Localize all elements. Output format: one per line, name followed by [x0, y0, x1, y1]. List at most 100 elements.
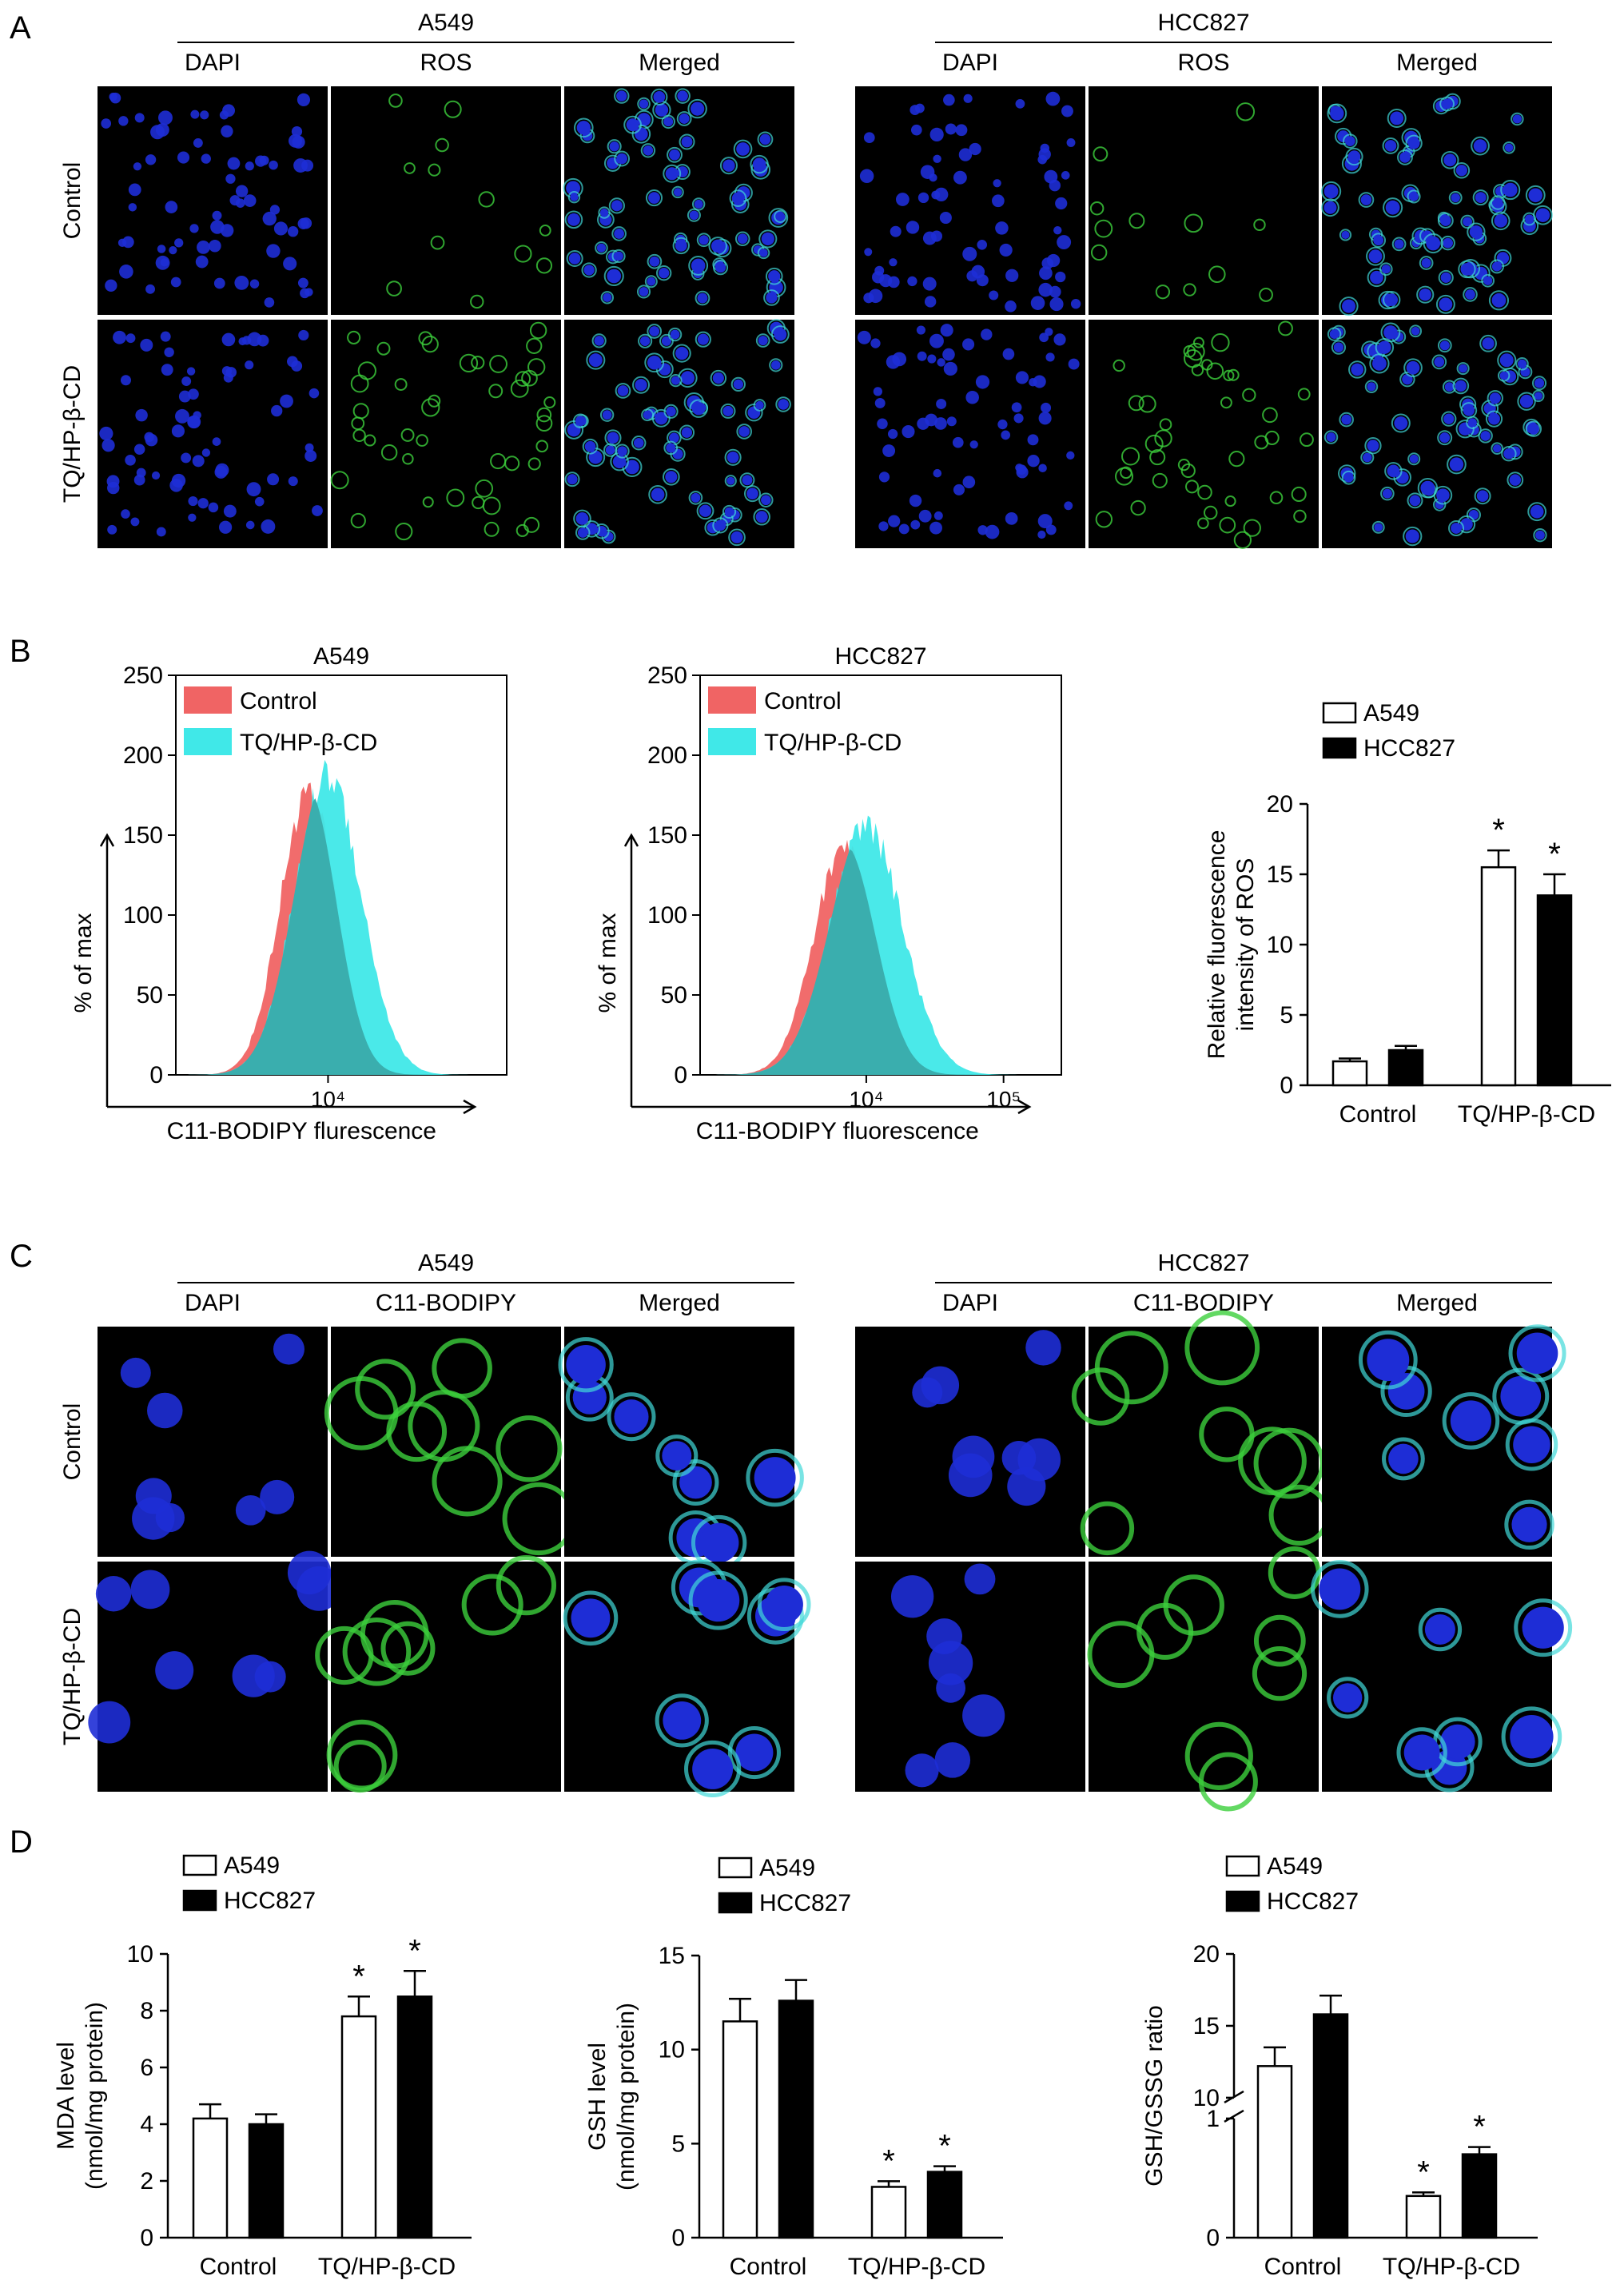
merged-cell [1327, 1677, 1369, 1719]
merged-cell [758, 492, 774, 507]
merged-cell [1474, 487, 1491, 505]
nucleus [722, 159, 735, 172]
nucleus [665, 167, 679, 181]
merged-cell [581, 262, 597, 278]
axis-break-mark [1224, 2109, 1244, 2123]
nucleus [1045, 524, 1057, 535]
merged-cell [1527, 502, 1547, 522]
merged-cell [595, 241, 608, 255]
merged-cell [598, 206, 611, 219]
nucleus [1381, 265, 1391, 274]
nucleus [101, 118, 112, 129]
nucleus [1411, 326, 1420, 336]
nucleus [735, 1733, 774, 1772]
nucleus [1044, 169, 1058, 184]
nucleus [873, 387, 882, 396]
merged-cell [566, 249, 583, 268]
nucleus [221, 332, 236, 347]
group-title: HCC827 [1157, 1250, 1249, 1276]
merged-cell [710, 369, 727, 387]
image-background [331, 320, 561, 548]
legend-swatch [184, 728, 232, 755]
stained-cell [1253, 1614, 1306, 1667]
stained-cell [527, 457, 541, 471]
stained-cell [1130, 499, 1146, 516]
merged-cell [688, 491, 703, 505]
nucleus [584, 440, 596, 452]
stained-cell [1253, 218, 1266, 232]
bar-hcc827 [1312, 2013, 1349, 2239]
nucleus [188, 495, 198, 507]
nucleus [1499, 353, 1514, 368]
merged-cell [1438, 269, 1454, 285]
nucleus [109, 92, 121, 104]
nucleus [648, 192, 660, 204]
y-tick-label: 15 [1193, 2013, 1220, 2039]
nucleus [171, 424, 185, 438]
significance-mark: * [352, 1959, 365, 1994]
stained-cell [1269, 491, 1284, 505]
merged-cell [1403, 358, 1423, 378]
nucleus [1436, 488, 1450, 502]
nucleus [1460, 263, 1474, 276]
nucleus [119, 265, 133, 279]
stained-cell [330, 471, 349, 490]
merged-cell [675, 88, 691, 104]
nucleus [271, 404, 283, 417]
merged-cell [753, 508, 770, 526]
image-background [1089, 1562, 1319, 1792]
treated-distribution [700, 815, 1061, 1075]
nucleus [639, 287, 649, 296]
nucleus [643, 145, 654, 156]
stained-cell [523, 516, 540, 533]
stained-cell [435, 137, 449, 153]
nucleus [160, 331, 171, 342]
merged-cell [1399, 371, 1415, 388]
nucleus [1347, 150, 1361, 163]
merged-cell [1407, 189, 1421, 204]
stained-cell [352, 428, 366, 443]
legend-label: TQ/HP-β-CD [764, 730, 902, 756]
merged-cell [1405, 134, 1423, 152]
stained-cell [444, 100, 462, 118]
legend-swatch [182, 1854, 217, 1876]
micrograph-0-0-2 [558, 1327, 804, 1571]
nucleus [882, 444, 896, 457]
merged-cell [729, 189, 747, 207]
nucleus [1029, 377, 1037, 387]
nucleus [694, 199, 703, 209]
nucleus [1500, 1375, 1542, 1417]
nucleus [99, 426, 113, 441]
nucleus [297, 217, 309, 229]
nucleus [1329, 329, 1339, 340]
y-tick-label: 15 [659, 1943, 685, 1969]
image-background [98, 86, 328, 315]
merged-cell [607, 1392, 656, 1442]
nucleus [134, 113, 145, 123]
merged-cell [669, 373, 683, 388]
nucleus [1066, 451, 1075, 460]
nucleus [132, 1497, 175, 1540]
y-tick-label: 50 [137, 982, 163, 1009]
merged-cell [574, 117, 594, 138]
merged-cell [696, 502, 714, 520]
merged-cell [567, 191, 581, 204]
merged-cell [644, 352, 665, 373]
nucleus [617, 446, 627, 456]
micrograph-1-1-0 [855, 1562, 1085, 1792]
nucleus [607, 432, 619, 444]
nucleus [759, 133, 771, 145]
stained-cell [489, 354, 508, 373]
nucleus [1390, 111, 1404, 125]
merged-cell [1366, 246, 1385, 266]
nucleus [874, 397, 886, 408]
nucleus [147, 1392, 183, 1429]
y-tick-label: 200 [647, 742, 687, 769]
merged-cell [1321, 198, 1339, 217]
stained-cell [1184, 213, 1204, 233]
nucleus [223, 504, 237, 518]
nucleus [588, 450, 603, 464]
merged-cell [1391, 237, 1407, 252]
nucleus [1465, 289, 1475, 300]
nucleus [594, 336, 604, 346]
